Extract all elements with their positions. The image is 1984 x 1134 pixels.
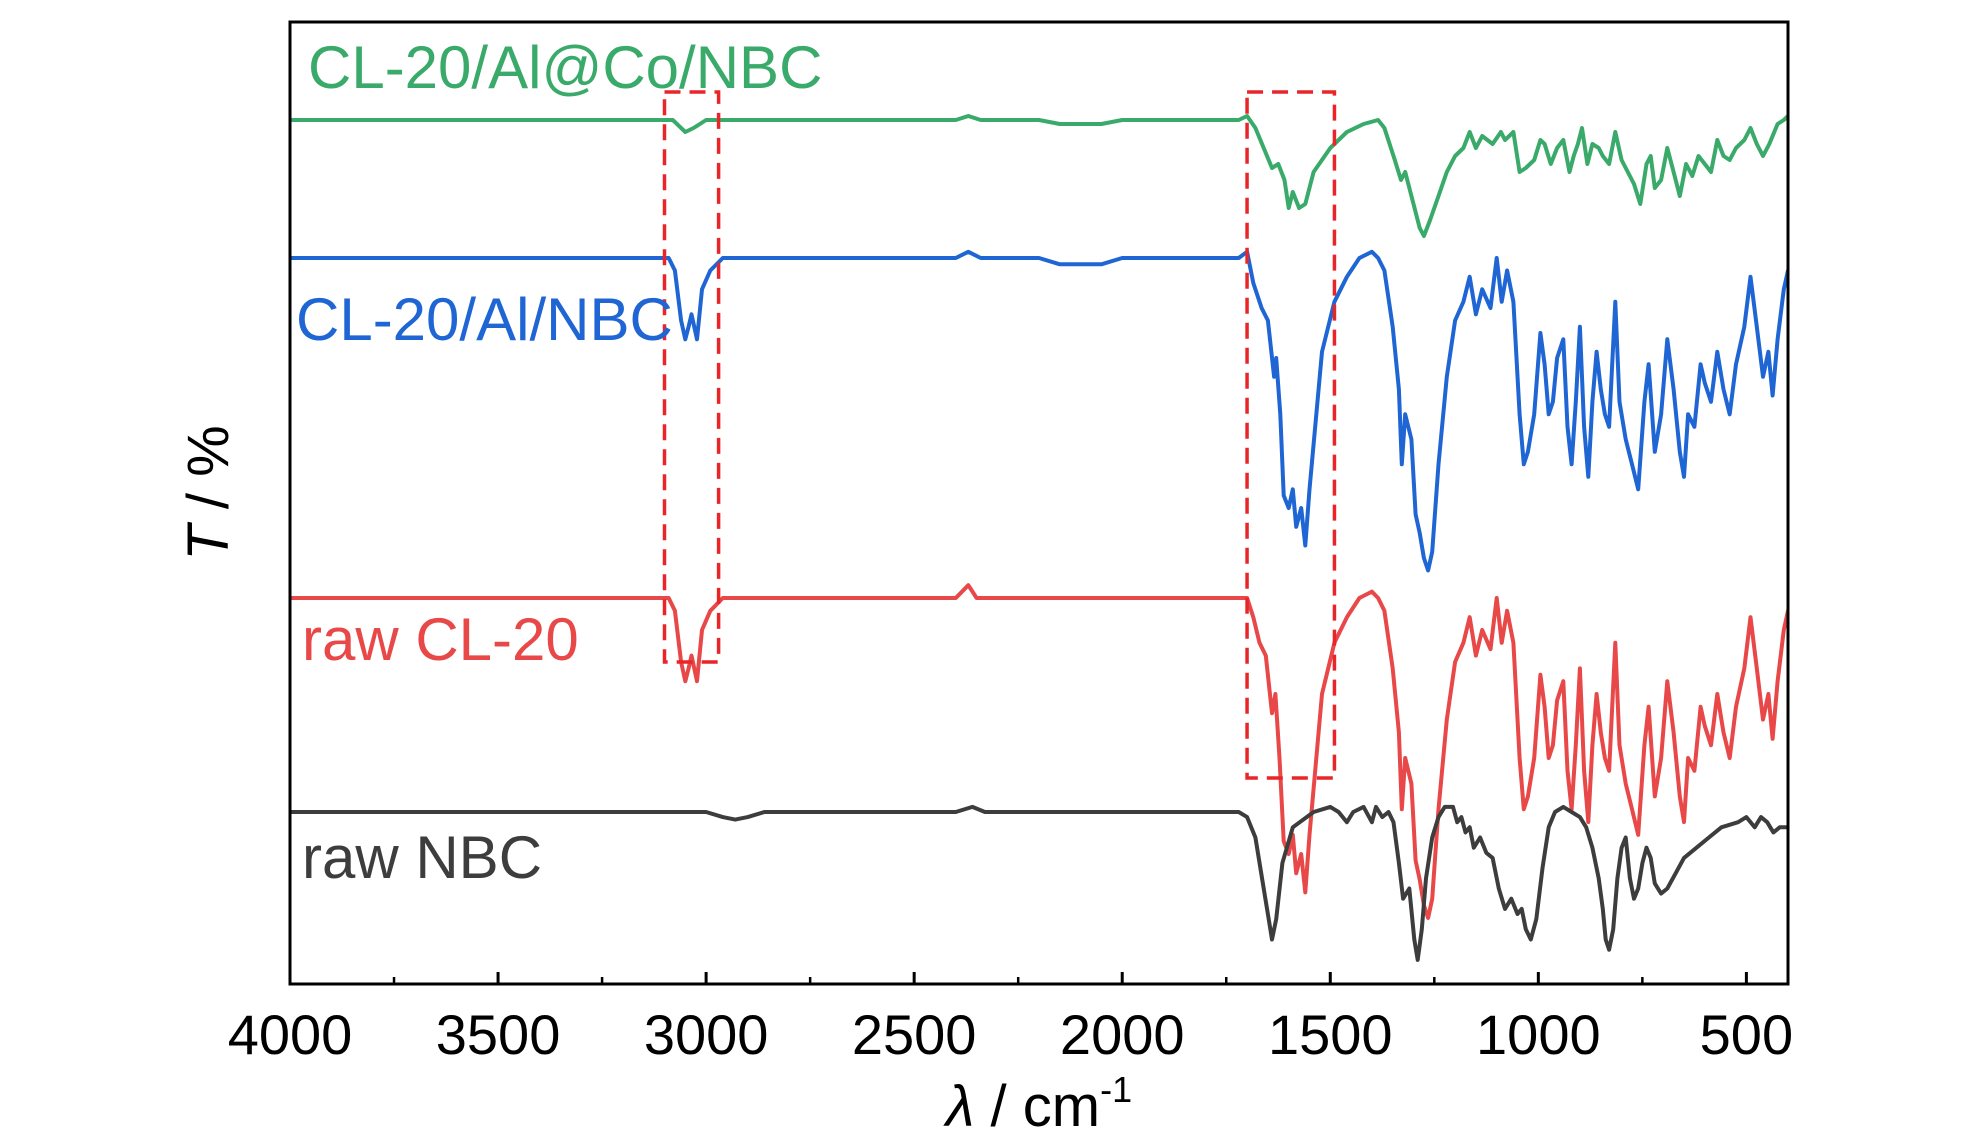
x-tick-label-1500: 1500 [1268, 1003, 1393, 1066]
series-labels: CL-20/Al@Co/NBC CL-20/Al/NBC raw CL-20 raw … [296, 34, 822, 891]
x-tick-label-1000: 1000 [1476, 1003, 1601, 1066]
series-line-cl-20-al-nbc [290, 249, 1788, 573]
series-label-raw-nbc: raw NBC [302, 824, 542, 891]
x-tick-label-3000: 3000 [644, 1003, 769, 1066]
series-label-cl-20-al-co-nbc: CL-20/Al@Co/NBC [308, 34, 822, 101]
series-label-raw-cl-20: raw CL-20 [302, 606, 579, 673]
x-tick-label-4000: 4000 [228, 1003, 353, 1066]
series-label-cl-20-al-nbc: CL-20/Al/NBC [296, 286, 673, 353]
highlight-box-1 [662, 90, 721, 664]
series-line-cl-20-al-co-nbc [290, 114, 1788, 238]
series-line-raw-nbc [290, 804, 1788, 962]
x-axis-symbol: λ [943, 1074, 975, 1134]
x-axis-ticks: 4000 3500 3000 2500 2000 1500 1000 500 [228, 972, 1793, 1066]
x-tick-label-2500: 2500 [852, 1003, 977, 1066]
highlight-box-layer [662, 90, 1337, 780]
y-axis-unit: / % [176, 425, 241, 525]
x-axis-unit-superscript: -1 [1100, 1069, 1132, 1110]
x-tick-label-500: 500 [1700, 1003, 1793, 1066]
plot-layer [290, 114, 1788, 962]
x-tick-label-2000: 2000 [1060, 1003, 1185, 1066]
highlight-box-2 [1245, 90, 1337, 780]
y-axis-title: T / % [176, 425, 241, 560]
x-tick-label-3500: 3500 [436, 1003, 561, 1066]
plot-frame [288, 20, 1790, 986]
series-line-raw-cl-20 [290, 583, 1788, 920]
x-axis-title: λ / cm-1 [943, 1069, 1132, 1134]
y-axis-symbol: T [176, 522, 241, 561]
x-axis-unit: / cm [974, 1074, 1100, 1134]
